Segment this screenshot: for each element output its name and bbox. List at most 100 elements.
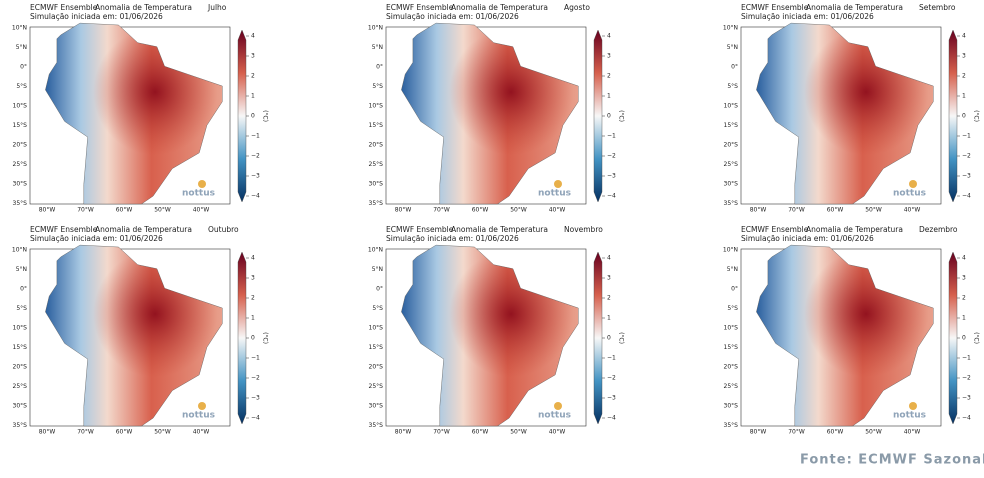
lon-label: 80°W — [395, 207, 412, 214]
panel-month: Novembro — [564, 225, 603, 234]
lon-label: 40°W — [904, 207, 921, 214]
anomaly-hotspot — [401, 244, 579, 427]
lat-label: 5°S — [372, 83, 383, 90]
lon-label: 80°W — [39, 207, 56, 214]
colorbar-tick-label: −4 — [251, 193, 260, 200]
colorbar-tick-label: 2 — [607, 73, 611, 80]
colorbar-tick-label: −1 — [251, 355, 260, 362]
panel-title: Anomalia de Temperatura — [806, 3, 903, 12]
lon-label: 70°W — [77, 429, 94, 436]
lat-label: 35°S — [13, 422, 28, 429]
panel-simulation: Simulação iniciada em: 01/06/2026 — [30, 12, 163, 21]
lat-label: 30°S — [13, 181, 28, 188]
lon-label: 50°W — [154, 207, 171, 214]
lat-label: 5°S — [16, 305, 27, 312]
anomaly-hotspot — [401, 22, 579, 205]
lat-label: 10°N — [12, 247, 27, 254]
anomaly-hotspot — [756, 22, 934, 205]
lat-label: 5°N — [16, 266, 27, 273]
lat-label: 20°S — [369, 142, 384, 149]
lon-label: 70°W — [788, 207, 805, 214]
lon-label: 40°W — [549, 207, 566, 214]
lat-label: 25°S — [369, 161, 384, 168]
lat-label: 10°S — [369, 103, 384, 110]
colorbar-tick-label: −4 — [962, 193, 971, 200]
colorbar-tick-label: −2 — [962, 153, 971, 160]
panel-simulation: Simulação iniciada em: 01/06/2026 — [30, 234, 163, 243]
lat-label: 5°S — [727, 305, 738, 312]
lon-label: 80°W — [750, 207, 767, 214]
lon-label: 80°W — [39, 429, 56, 436]
lat-label: 35°S — [369, 422, 384, 429]
colorbar — [593, 29, 603, 203]
lat-label: 30°S — [724, 403, 739, 410]
colorbar-tick-label: 0 — [962, 113, 966, 120]
colorbar-tick-label: −3 — [251, 173, 260, 180]
lat-label: 30°S — [13, 403, 28, 410]
lat-label: 5°N — [372, 266, 383, 273]
lon-label: 60°W — [472, 207, 489, 214]
lat-label: 20°S — [724, 364, 739, 371]
colorbar-tick-label: 0 — [607, 335, 611, 342]
lat-label: 15°S — [369, 344, 384, 351]
logo-icon — [198, 180, 206, 188]
lat-label: 5°N — [727, 44, 738, 51]
colorbar — [593, 251, 603, 425]
lon-label: 60°W — [116, 207, 133, 214]
colorbar-tick-label: −1 — [962, 355, 971, 362]
colorbar-tick-label: −4 — [607, 193, 616, 200]
colorbar-tick-label: −2 — [607, 375, 616, 382]
anomaly-hotspot — [756, 244, 934, 427]
lon-label: 70°W — [433, 207, 450, 214]
logo-icon — [909, 402, 917, 410]
colorbar-tick-label: 3 — [251, 53, 255, 60]
lon-label: 50°W — [865, 207, 882, 214]
colorbar-tick-label: −2 — [251, 375, 260, 382]
lat-label: 25°S — [13, 161, 28, 168]
colorbar-tick-label: −3 — [607, 395, 616, 402]
lat-label: 10°N — [368, 247, 383, 254]
lat-label: 20°S — [369, 364, 384, 371]
lon-label: 40°W — [549, 429, 566, 436]
panel-model: ECMWF Ensemble — [741, 225, 809, 234]
lat-label: 20°S — [13, 364, 28, 371]
colorbar-tick-label: −2 — [607, 153, 616, 160]
lat-label: 5°N — [16, 44, 27, 51]
panel-title: Anomalia de Temperatura — [806, 225, 903, 234]
colorbar-tick-label: 3 — [962, 275, 966, 282]
colorbar-unit: (°C) — [262, 332, 269, 344]
lon-label: 60°W — [116, 429, 133, 436]
colorbar-tick-label: 3 — [607, 275, 611, 282]
lat-label: 30°S — [369, 181, 384, 188]
lat-label: 10°N — [368, 25, 383, 32]
lat-label: 20°S — [13, 142, 28, 149]
colorbar-tick-label: 4 — [962, 255, 966, 262]
colorbar-tick-label: −1 — [962, 133, 971, 140]
colorbar-tick-label: −3 — [962, 395, 971, 402]
colorbar-tick-label: −3 — [251, 395, 260, 402]
lat-label: 5°S — [372, 305, 383, 312]
logo-icon — [554, 402, 562, 410]
lon-label: 70°W — [788, 429, 805, 436]
panel-month: Agosto — [564, 3, 590, 12]
lat-label: 10°N — [12, 25, 27, 32]
logo: nottus — [893, 411, 926, 421]
panel-title: Anomalia de Temperatura — [451, 225, 548, 234]
colorbar-unit: (°C) — [618, 332, 625, 344]
lat-label: 5°N — [727, 266, 738, 273]
colorbar-tick-label: 4 — [251, 255, 255, 262]
panel-model: ECMWF Ensemble — [386, 3, 454, 12]
lat-label: 0° — [731, 64, 738, 71]
colorbar-unit: (°C) — [973, 110, 980, 122]
logo: nottus — [538, 411, 571, 421]
panel-month: Outubro — [208, 225, 239, 234]
lat-label: 10°S — [369, 325, 384, 332]
lat-label: 25°S — [724, 161, 739, 168]
colorbar-tick-label: 3 — [962, 53, 966, 60]
colorbar-tick-label: 3 — [251, 275, 255, 282]
lat-label: 25°S — [369, 383, 384, 390]
lon-label: 80°W — [395, 429, 412, 436]
colorbar — [237, 29, 247, 203]
